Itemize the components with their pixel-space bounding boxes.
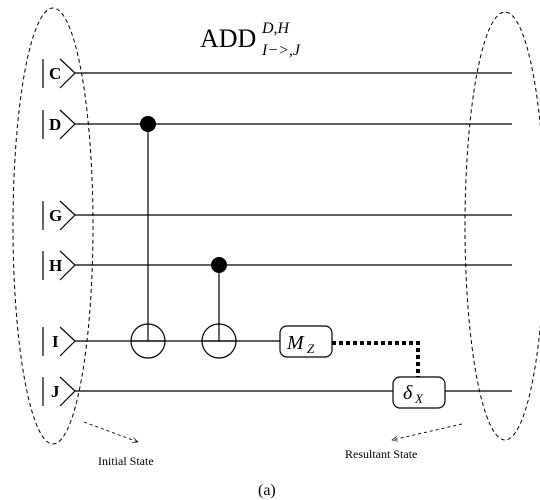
control-dot xyxy=(140,116,156,132)
correction-box xyxy=(392,376,446,409)
title-superscript: D,H xyxy=(261,20,291,37)
initial-state-arrow xyxy=(83,421,138,442)
initial-state-ellipse xyxy=(12,7,94,445)
figure-caption: (a) xyxy=(258,482,276,499)
resultant-state-arrow xyxy=(392,423,463,440)
resultant-state-label: Resultant State xyxy=(345,447,417,461)
ket-angle-g xyxy=(59,200,76,231)
ket-symbols xyxy=(42,58,76,407)
qubit-label-h: H xyxy=(49,256,62,275)
circuit-title: ADD D,H I−>,J xyxy=(200,20,301,59)
ket-angle-h xyxy=(59,250,76,281)
ket-angle-i xyxy=(59,326,76,357)
measurement-label: M xyxy=(286,332,305,354)
title-main: ADD xyxy=(200,24,256,53)
qubit-label-i: I xyxy=(52,332,59,351)
ket-angle-d xyxy=(59,109,76,140)
initial-state-label: Initial State xyxy=(98,454,154,468)
cnot-gate-h-i xyxy=(201,257,237,359)
qubit-label-g: G xyxy=(49,206,62,225)
correction-sub: X xyxy=(414,391,424,406)
qubit-label-c: C xyxy=(49,64,61,83)
ket-angle-j xyxy=(59,376,76,407)
correction-gate: δ X xyxy=(392,376,446,409)
classical-control-line xyxy=(332,341,420,377)
resultant-state-ellipse xyxy=(464,11,540,441)
control-dot xyxy=(211,257,227,273)
correction-label: δ xyxy=(403,382,413,404)
measurement-gate: M Z xyxy=(279,325,333,358)
cnot-gate-d-i xyxy=(130,116,166,359)
measurement-sub: Z xyxy=(307,341,315,356)
qubit-label-j: J xyxy=(51,382,60,401)
ket-angle-c xyxy=(59,58,76,89)
qubit-label-d: D xyxy=(49,115,61,134)
title-subscript: I−>,J xyxy=(261,42,301,59)
